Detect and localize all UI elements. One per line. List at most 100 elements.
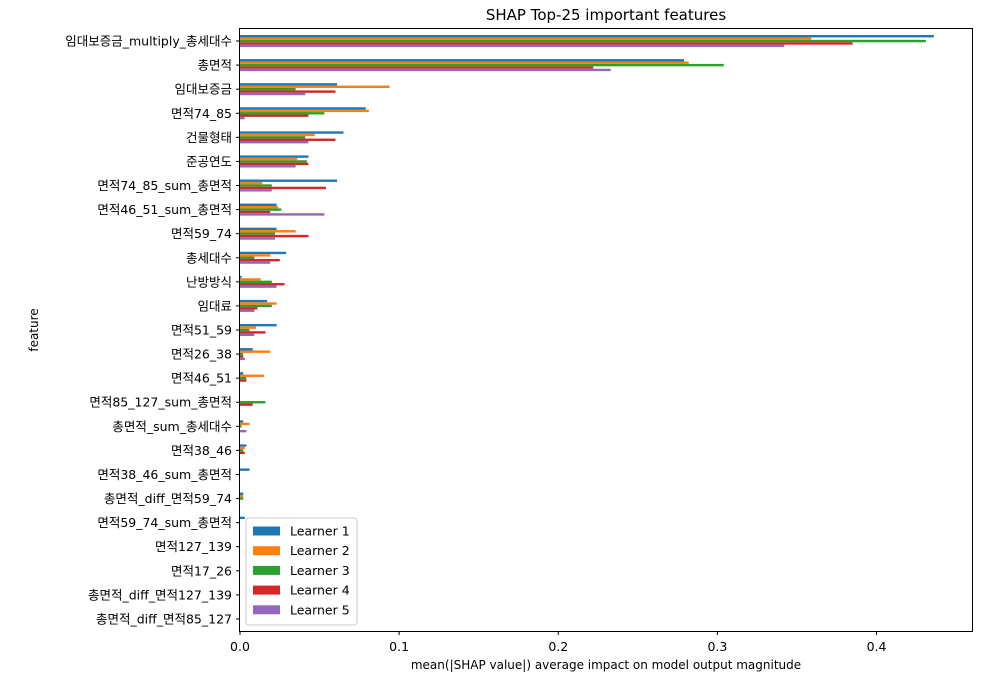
bar-learner-1-6 (240, 179, 338, 182)
y-tick-label: 총면적_diff_면적85_127 (96, 611, 232, 626)
bar-learner-2-2 (240, 85, 390, 88)
y-tick-label: 면적127_139 (155, 539, 232, 554)
legend: Learner 1 Learner 2 Learner 3 Learner 4 Lear… (245, 517, 358, 626)
bar-learner-2-1 (240, 61, 689, 64)
bar-learner-5-7 (240, 213, 325, 216)
bar-learner-3-7 (240, 208, 282, 211)
bar-learner-4-5 (240, 162, 309, 166)
bar-learner-1-20 (240, 516, 245, 520)
bar-learner-1-0 (240, 35, 934, 38)
bar-learner-5-0 (240, 44, 785, 48)
y-tick-label: 총면적 (197, 58, 232, 73)
bar-learner-1-9 (240, 251, 287, 255)
y-tick-label: 총면적_diff_면적59_74 (104, 491, 232, 506)
bar-learner-1-5 (240, 155, 309, 158)
bar-learner-2-19 (240, 494, 244, 498)
bar-learner-5-2 (240, 92, 306, 96)
bar-learner-4-7 (240, 210, 271, 214)
bar-learner-4-14 (240, 379, 247, 382)
bar-learner-1-19 (240, 492, 244, 495)
bar-learner-1-3 (240, 107, 366, 110)
y-tick-label: 임대보증금 (174, 82, 232, 97)
bar-learner-2-10 (240, 278, 261, 281)
bar-learner-1-10 (240, 275, 242, 279)
bar-learner-2-12 (240, 326, 256, 329)
y-tick-label: 면적38_46_sum_총면적 (97, 467, 232, 482)
y-tick-label: 면적59_74_sum_총면적 (97, 515, 232, 530)
y-tick-label: 면적59_74 (171, 226, 232, 241)
x-axis-label: mean(|SHAP value|) average impact on mod… (411, 658, 801, 672)
bar-learner-3-0 (240, 39, 926, 43)
y-tick-label: 임대료 (197, 298, 232, 313)
bar-learner-3-4 (240, 136, 306, 139)
bar-learner-2-13 (240, 350, 271, 353)
legend-swatch (253, 585, 280, 595)
y-tick-label: 면적51_59 (171, 323, 232, 338)
bar-learner-4-8 (240, 234, 309, 238)
bar-learner-4-10 (240, 283, 285, 286)
legend-label: Learner 4 (290, 583, 350, 598)
x-tick-label: 0.3 (707, 639, 727, 654)
bar-learner-1-13 (240, 348, 253, 351)
legend-swatch (253, 526, 280, 536)
bar-learner-4-15 (240, 403, 253, 406)
y-tick-label: 난방방식 (186, 274, 232, 289)
bar-learner-5-6 (240, 189, 272, 192)
bar-learner-2-7 (240, 205, 279, 209)
bar-learner-1-14 (240, 372, 244, 375)
y-tick-label: 총면적_sum_총세대수 (112, 419, 232, 434)
bar-learner-3-6 (240, 184, 272, 187)
y-tick-label: 총면적_diff_면적127_139 (88, 587, 232, 602)
y-tick-label: 임대보증금_multiply_총세대수 (65, 34, 232, 49)
y-tick-label: 총세대수 (186, 250, 232, 265)
bar-learner-5-5 (240, 165, 296, 168)
bar-learner-5-12 (240, 333, 255, 337)
y-tick-label: 면적17_26 (171, 563, 232, 578)
bar-learner-3-12 (240, 328, 250, 332)
legend-label: Learner 1 (290, 524, 350, 539)
bar-learner-2-4 (240, 133, 315, 137)
bar-learner-3-5 (240, 160, 307, 163)
bar-learner-1-1 (240, 59, 684, 62)
bar-learner-2-8 (240, 230, 296, 233)
bar-learner-2-9 (240, 254, 271, 257)
bar-learner-1-12 (240, 323, 277, 327)
bar-learner-3-9 (240, 256, 255, 259)
bar-learner-4-1 (240, 66, 594, 69)
bar-learner-4-0 (240, 42, 853, 45)
bar-learner-5-10 (240, 285, 277, 288)
y-tick-label: 면적38_46 (171, 443, 232, 458)
bar-learner-1-4 (240, 131, 344, 134)
x-tick-label: 0.2 (548, 639, 568, 654)
bar-learner-4-17 (240, 451, 245, 455)
bar-learner-5-16 (240, 429, 247, 433)
bar-learner-5-8 (240, 237, 276, 240)
x-axis-ticks: 0.0 0.1 0.2 0.3 0.4 (230, 631, 887, 654)
y-tick-label: 면적74_85_sum_총면적 (97, 178, 232, 193)
bar-learner-3-14 (240, 376, 247, 380)
bar-learner-2-0 (240, 37, 812, 40)
bar-learner-2-14 (240, 374, 264, 377)
bar-learner-3-13 (240, 352, 244, 356)
bar-learner-1-16 (240, 420, 244, 423)
x-tick-label: 0.4 (867, 639, 887, 654)
bar-layer (240, 35, 934, 520)
y-tick-label: 면적85_127_sum_총면적 (89, 395, 232, 410)
bar-learner-4-3 (240, 114, 309, 117)
plot-frame (239, 28, 973, 632)
bar-learner-3-3 (240, 112, 325, 115)
y-tick-label: 면적46_51_sum_총면적 (97, 202, 232, 217)
bar-learner-4-12 (240, 331, 266, 334)
legend-label: Learner 2 (290, 543, 350, 558)
bar-learner-1-17 (240, 444, 247, 447)
bar-learner-5-13 (240, 357, 245, 361)
bar-learner-3-16 (240, 425, 242, 428)
bar-learner-4-11 (240, 307, 258, 310)
legend-box (245, 517, 358, 626)
y-axis-label: feature (27, 308, 41, 351)
y-tick-label: 건물형태 (186, 130, 232, 145)
bar-learner-1-7 (240, 203, 277, 206)
bar-learner-4-2 (240, 90, 336, 93)
bar-learner-2-11 (240, 302, 277, 305)
